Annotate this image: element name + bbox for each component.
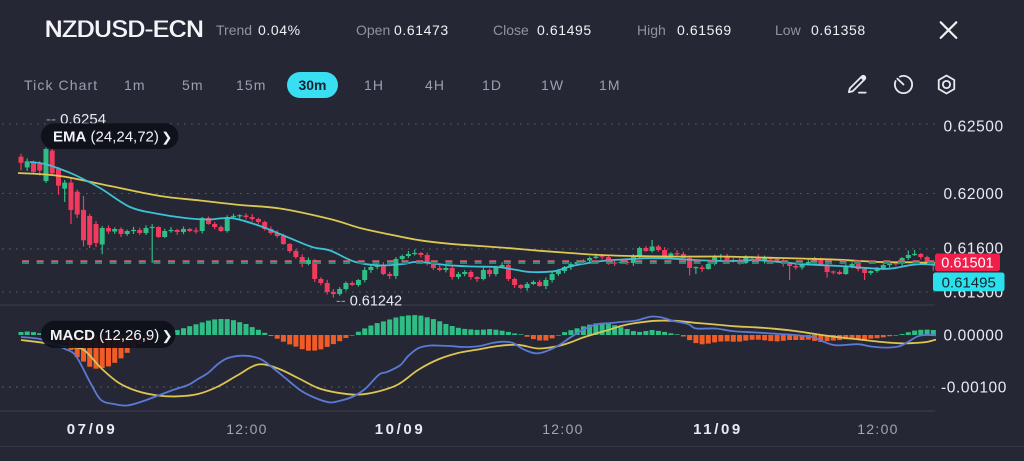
svg-text:MACD (12,26,9)❯: MACD (12,26,9) ❯: [50, 327, 173, 344]
svg-text:EMA (24,24,72)❯: EMA (24,24,72) ❯: [53, 129, 172, 146]
svg-text:12:00: 12:00: [226, 421, 268, 437]
svg-text:-0.00100: -0.00100: [941, 380, 1007, 397]
svg-text:0.61495: 0.61495: [942, 275, 996, 292]
svg-text:0.00000: 0.00000: [944, 328, 1004, 345]
svg-text:0.62500: 0.62500: [944, 119, 1004, 136]
svg-text:11/09: 11/09: [693, 421, 743, 438]
svg-text:12:00: 12:00: [542, 421, 584, 437]
svg-text:0.61600: 0.61600: [944, 240, 1004, 257]
svg-text:10/09: 10/09: [375, 421, 426, 438]
svg-text:07/09: 07/09: [67, 421, 118, 438]
svg-text:0.61501: 0.61501: [941, 256, 993, 272]
svg-text:-- 0.61242: -- 0.61242: [336, 293, 402, 309]
svg-text:12:00: 12:00: [857, 421, 899, 437]
svg-text:0.62000: 0.62000: [944, 186, 1004, 203]
